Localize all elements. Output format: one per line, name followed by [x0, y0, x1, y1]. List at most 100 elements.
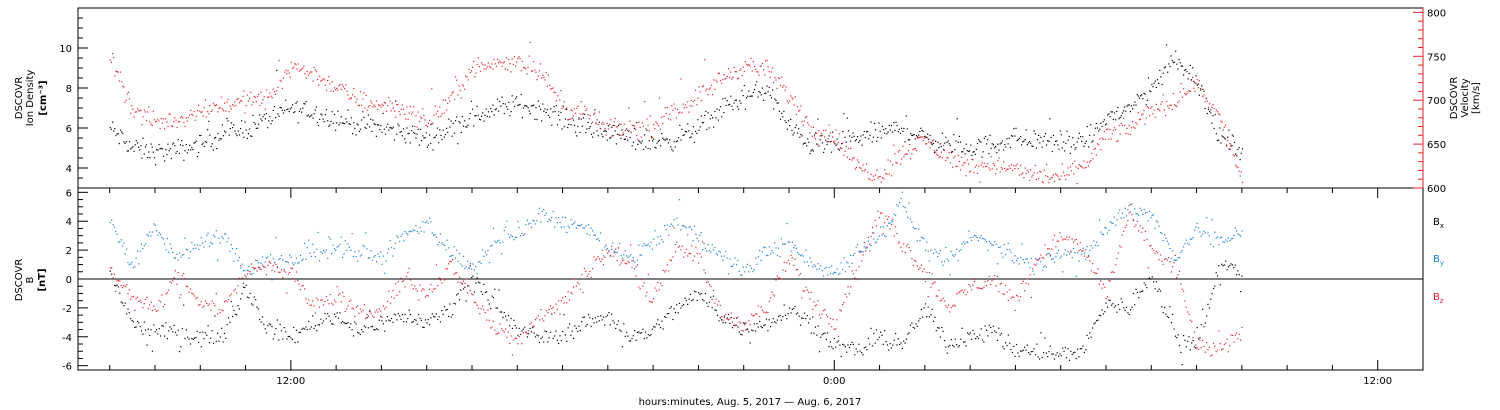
bottom-point [874, 242, 876, 244]
bottom-point [922, 271, 924, 273]
bottom-point [646, 244, 648, 246]
top-point [564, 108, 566, 110]
top-point [1070, 170, 1073, 172]
bottom-point [998, 327, 1000, 329]
top-point [436, 110, 439, 112]
bottom-point [395, 242, 397, 244]
top-point [271, 97, 273, 99]
bottom-point [1096, 241, 1098, 243]
bottom-point [426, 220, 428, 222]
top-point [1211, 122, 1213, 124]
top-point [502, 62, 504, 64]
top-point [147, 156, 149, 159]
top-point [158, 120, 160, 122]
top-point [492, 104, 494, 106]
bottom-point [741, 274, 743, 276]
bottom-point [198, 341, 200, 344]
bottom-point [837, 340, 840, 342]
bottom-point [1240, 235, 1242, 237]
top-point [854, 140, 856, 142]
top-point [491, 111, 493, 113]
bottom-point [908, 202, 910, 204]
top-point [345, 84, 347, 86]
top-point [410, 130, 413, 132]
top-point [892, 164, 894, 166]
top-point [1061, 163, 1063, 165]
bottom-point [967, 291, 969, 293]
bottom-point [123, 242, 125, 244]
top-point [907, 139, 910, 141]
bottom-point [756, 263, 758, 265]
bottom-point [950, 307, 952, 309]
bottom-point [765, 254, 768, 257]
bottom-point [1161, 232, 1163, 234]
bottom-point [866, 247, 868, 249]
bottom-point [385, 306, 387, 308]
top-point [721, 82, 723, 84]
bottom-point [522, 328, 524, 330]
bottom-point [564, 334, 566, 336]
top-point [570, 109, 572, 111]
top-point [1175, 50, 1177, 52]
bottom-point [1111, 304, 1113, 306]
bottom-point [1183, 335, 1185, 337]
bottom-point [1197, 348, 1200, 350]
bottom-point [393, 313, 395, 315]
bottom-point [668, 270, 670, 272]
top-point [820, 135, 822, 137]
bottom-point [293, 264, 295, 266]
bottom-point [230, 293, 232, 295]
bottom-point [253, 296, 255, 298]
top-point [656, 142, 658, 144]
bottom-point [685, 227, 687, 229]
bottom-point [318, 306, 321, 308]
bottom-point [261, 256, 264, 258]
top-point [340, 116, 342, 118]
top-point [211, 109, 213, 111]
top-point [259, 114, 261, 116]
top-point [885, 128, 887, 130]
bottom-point [198, 304, 200, 306]
bottom-point [352, 335, 355, 337]
top-point [753, 65, 756, 68]
bottom-point [654, 287, 656, 289]
top-point [568, 119, 570, 121]
top-point [338, 124, 340, 126]
top-point [273, 90, 276, 93]
top-point [946, 157, 948, 159]
top-point [588, 118, 590, 120]
top-point [1124, 124, 1126, 126]
bottom-point [770, 253, 772, 255]
bottom-point [715, 252, 717, 255]
top-point [390, 110, 392, 112]
top-point [298, 110, 300, 112]
top-point [666, 106, 668, 109]
bottom-point [1202, 339, 1204, 341]
bottom-point [658, 242, 660, 245]
top-point [732, 109, 734, 111]
bottom-point [1052, 239, 1054, 241]
bottom-point [1092, 247, 1094, 249]
bottom-point [214, 305, 216, 307]
bottom-point [1216, 236, 1219, 238]
bottom-point [435, 236, 437, 238]
top-point [504, 68, 506, 70]
top-point [112, 121, 114, 123]
top-point [243, 136, 245, 138]
top-point [185, 117, 187, 119]
top-point [568, 123, 570, 126]
top-point [927, 137, 929, 139]
bottom-point [869, 243, 871, 245]
bottom-point [1063, 350, 1065, 352]
top-point [792, 98, 794, 100]
top-point [1065, 178, 1067, 181]
top-point [1127, 133, 1129, 135]
bottom-point [767, 330, 769, 332]
top-point [142, 116, 144, 118]
top-point [987, 139, 989, 141]
bottom-point [450, 316, 452, 318]
bottom-point [692, 299, 694, 301]
bottom-point [662, 269, 664, 271]
top-point [995, 173, 997, 175]
bottom-point [1030, 257, 1032, 259]
